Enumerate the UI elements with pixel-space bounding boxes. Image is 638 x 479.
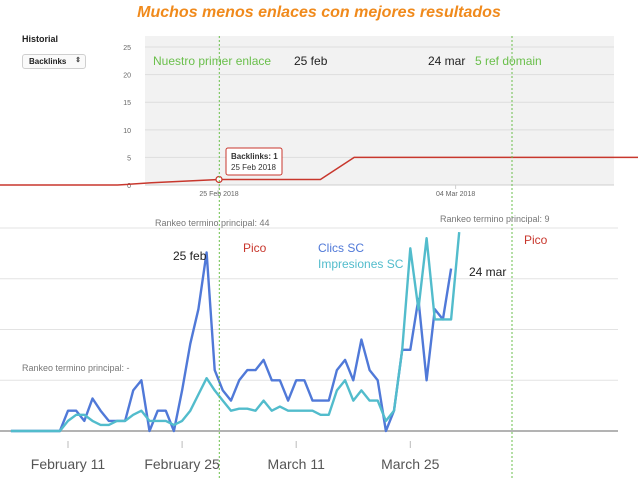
metric-select[interactable]: Backlinks ⇕ (22, 54, 86, 69)
plot-background (145, 36, 614, 185)
y-tick-label-1: 5 (127, 155, 131, 162)
annotation-1: Rankeo termino principal: 9 (440, 214, 550, 224)
y-tick-label-0: 0 (127, 183, 131, 190)
annotation-0: Nuestro primer enlace (153, 54, 271, 68)
annotation-5: 24 mar (469, 265, 506, 279)
select-arrows-icon: ⇕ (75, 57, 81, 64)
backlinks-series-line (0, 156, 638, 186)
metric-select-value: Backlinks (29, 57, 67, 66)
x-tick-label-1: 04 Mar 2018 (436, 191, 475, 198)
x-tick-label-3: March 25 (381, 456, 440, 472)
x-tick-label-0: February 11 (31, 456, 106, 472)
annotation-2: Rankeo termino principal: - (22, 363, 130, 373)
tooltip-title: Backlinks: 1 (231, 152, 278, 161)
annotation-2: 24 mar (428, 54, 465, 68)
tooltip-date: 25 Feb 2018 (231, 163, 276, 172)
annotation-4: Pico (243, 241, 267, 255)
annotation-3: 25 feb (173, 249, 207, 263)
annotation-0: Rankeo termino principal: 44 (155, 218, 270, 228)
x-tick-label-2: March 11 (268, 456, 326, 472)
y-tick-label-4: 20 (123, 73, 131, 80)
legend-label-1: Impresiones SC (318, 257, 404, 271)
y-tick-label-2: 10 (123, 128, 131, 135)
annotation-3: 5 ref domain (475, 54, 542, 68)
y-tick-label-3: 15 (123, 100, 131, 107)
annotation-1: 25 feb (294, 54, 328, 68)
x-tick-label-1: February 25 (144, 456, 220, 472)
y-tick-label-5: 25 (123, 45, 131, 52)
tooltip-box (225, 147, 283, 176)
annotation-6: Pico (524, 233, 548, 247)
series-line-1 (10, 231, 461, 433)
headline: Muchos menos enlaces con mejores resulta… (137, 4, 501, 21)
x-tick-label-0: 25 Feb 2018 (199, 191, 238, 198)
panel-title: Historial (22, 34, 59, 44)
legend-label-0: Clics SC (318, 241, 364, 255)
series-line-0 (10, 251, 453, 433)
